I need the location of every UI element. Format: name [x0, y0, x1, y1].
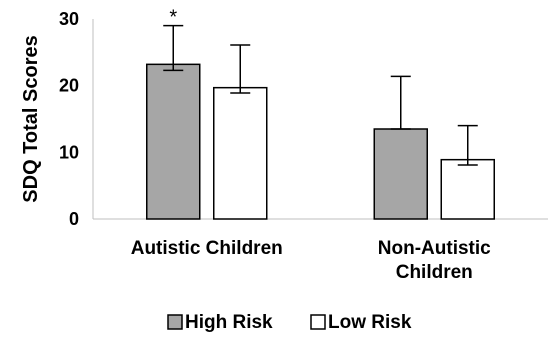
significance-marker: * [169, 7, 177, 29]
y-tick-label: 10 [59, 142, 79, 162]
bar-high-risk [373, 128, 428, 220]
legend-label-high-risk: High Risk [185, 312, 273, 333]
bar-low-risk [440, 158, 495, 220]
y-tick-label: 0 [69, 209, 79, 229]
bar-high-risk [146, 63, 201, 220]
legend-swatch-low-risk [310, 314, 326, 330]
bar-low-risk [213, 86, 268, 220]
x-category-label: Autistic Children [131, 238, 283, 259]
y-tick-label: 20 [59, 76, 79, 96]
x-category-label: Non-Autistic [378, 238, 491, 259]
y-tick-label: 30 [59, 9, 79, 29]
legend-swatch-high-risk [167, 314, 183, 330]
x-category-label: Children [396, 262, 473, 283]
y-axis-title: SDQ Total Scores [20, 35, 42, 202]
legend-label-low-risk: Low Risk [328, 312, 412, 333]
